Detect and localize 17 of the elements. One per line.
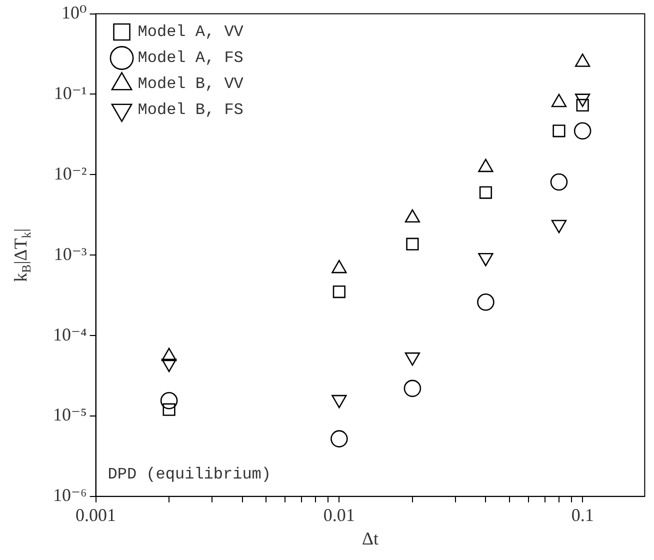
y-tick-label: 10⁻² [54,163,87,184]
y-tick-label: 10⁻³ [54,244,88,264]
annotation: DPD (equilibrium) [108,466,272,484]
y-tick-label: 10⁻⁶ [52,485,87,506]
legend-label: Model A, FS [138,49,244,68]
x-tick-label: 0.01 [323,504,355,525]
legend-label: Model A, VV [138,23,244,42]
y-axis-title: kB|ΔTk| [10,228,34,282]
y-tick-label: 10⁻⁵ [52,404,87,425]
y-tick-label: 10⁻¹ [54,82,87,103]
legend-label: Model B, FS [138,101,244,120]
x-tick-label: 0.001 [76,504,116,525]
y-tick-label: 10⁰ [62,2,87,23]
x-axis-title: Δt [362,528,379,549]
x-tick-label: 0.1 [571,504,594,525]
y-tick-label: 10⁻⁴ [52,324,87,344]
legend-label: Model B, VV [138,75,244,94]
